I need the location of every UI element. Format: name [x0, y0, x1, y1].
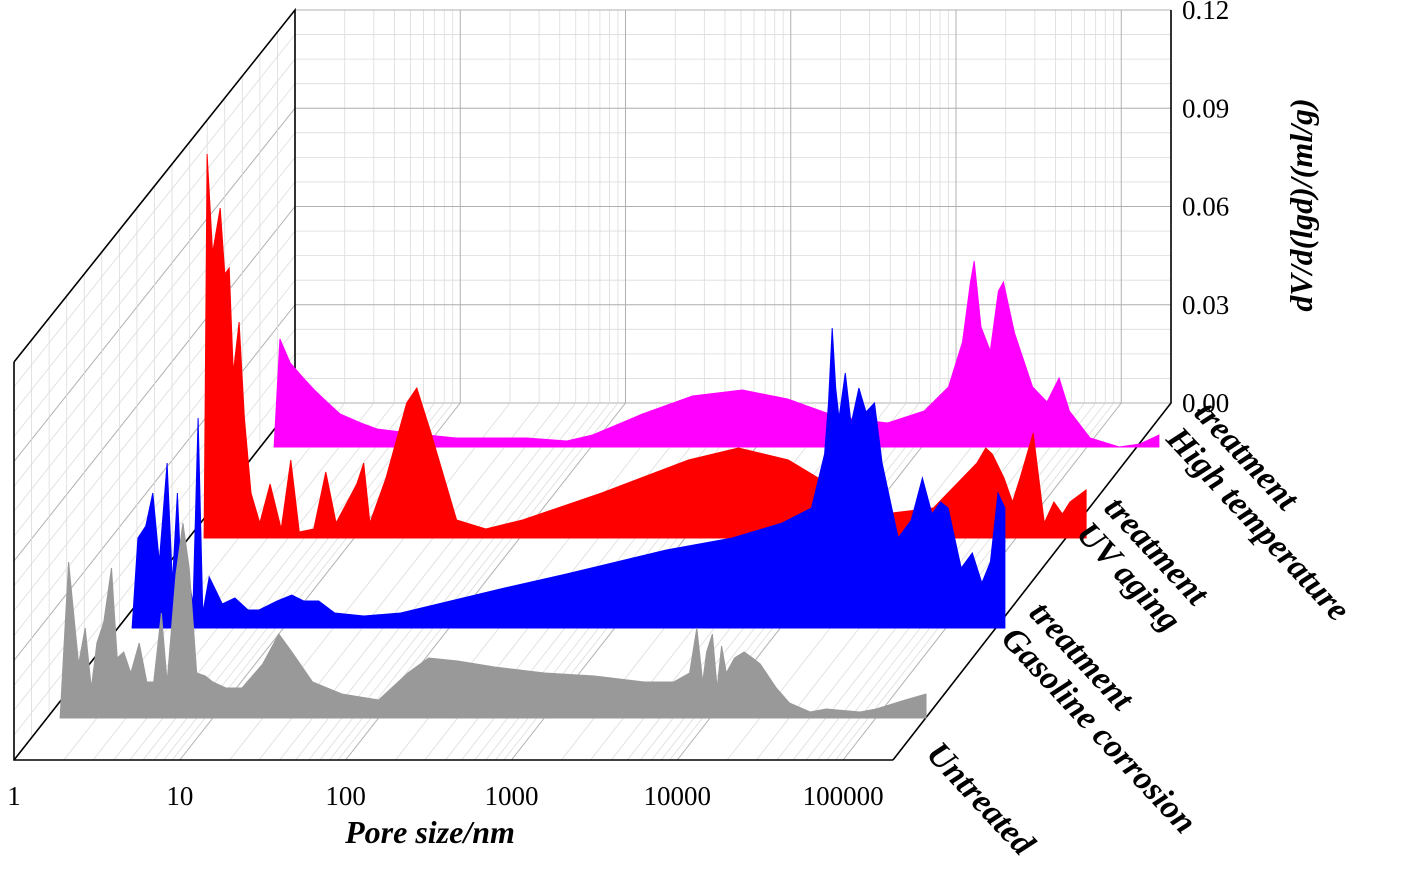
y-tick-label: 0.09	[1182, 93, 1229, 123]
series-label: Untreated	[919, 735, 1042, 863]
x-tick-label: 10000	[644, 781, 712, 811]
y-tick-labels: 0.00 0.03 0.06 0.09 0.12	[1182, 0, 1229, 418]
right-floor-edge	[892, 10, 1172, 761]
x-tick-label: 1000	[484, 781, 538, 811]
y-tick-label: 0.03	[1182, 290, 1229, 320]
x-tick-label: 100	[325, 781, 366, 811]
x-axis-title: Pore size/nm	[344, 814, 515, 850]
series-areas	[59, 153, 1160, 719]
left-wall-edge	[13, 7, 296, 403]
x-tick-label: 100000	[803, 781, 884, 811]
series-label-group: Untreated	[919, 735, 1042, 863]
y-axis-title: dV/d(lgd)/(ml/g)	[1283, 98, 1319, 311]
x-tick-label: 1	[7, 781, 21, 811]
x-tick-label: 10	[166, 781, 193, 811]
left-wall-grid	[13, 32, 296, 738]
series-area-untreated	[59, 522, 927, 719]
series-area-gasoline-corrosion-treatment	[131, 327, 1006, 629]
back-wall-grid	[294, 9, 1171, 404]
y-tick-label: 0.12	[1182, 0, 1229, 25]
y-tick-label: 0.06	[1182, 192, 1229, 222]
y-tick-label: 0.00	[1182, 388, 1229, 418]
x-tick-labels: 1 10 100 1000 10000 100000	[7, 781, 883, 811]
series-area-uv-aging-treatment	[203, 153, 1087, 539]
